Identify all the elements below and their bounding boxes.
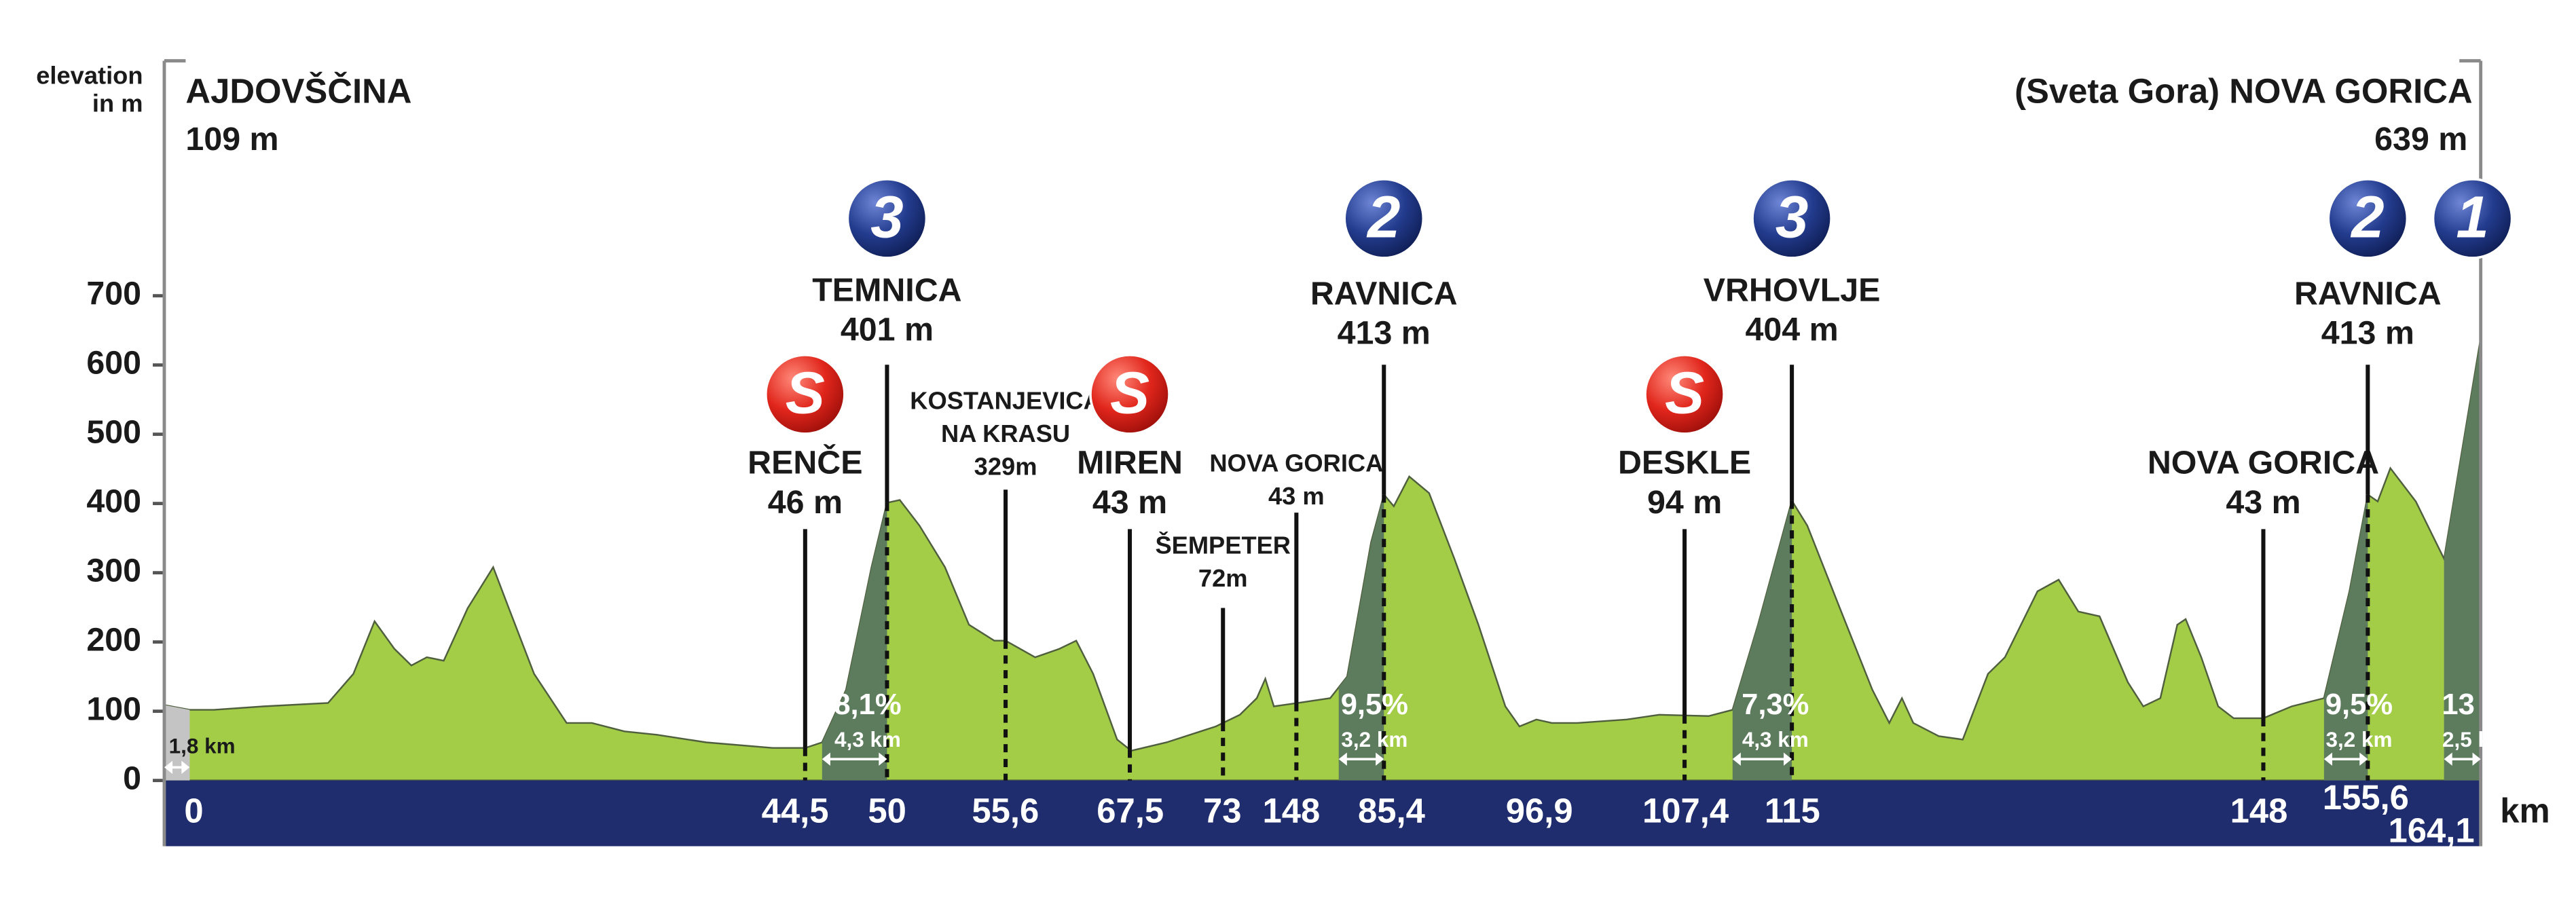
icon-label: S: [786, 360, 825, 426]
km-label: 164,1: [2389, 811, 2475, 850]
y-tick-label: 100: [86, 690, 141, 727]
finish-elevation: 639 m: [2374, 121, 2467, 158]
neutral-length: 1,8 km: [169, 735, 236, 758]
y-tick-label: 300: [86, 552, 141, 589]
classification-icon: [764, 353, 846, 435]
waypoint-name: RAVNICA: [2294, 275, 2442, 312]
climb-length: 2,5 km: [2442, 728, 2509, 752]
x-unit: km: [2500, 791, 2550, 830]
waypoint-elevation: 413 m: [1338, 315, 1431, 352]
km-label: 148: [1262, 791, 1320, 830]
waypoint-elevation: 72m: [1198, 564, 1248, 592]
waypoint-name: DESKLE: [1618, 445, 1751, 481]
climb-gradient: 8,1%: [834, 688, 901, 721]
y-axis-label: in m: [92, 89, 143, 117]
climb-section: [2444, 337, 2481, 781]
y-tick-label: 500: [86, 413, 141, 450]
y-axis-label: elevation: [36, 61, 143, 89]
y-tick-label: 200: [86, 621, 141, 658]
waypoint-elevation: 404 m: [1746, 312, 1839, 348]
icon-label: 3: [1775, 185, 1808, 251]
waypoint-name: TEMNICA: [812, 272, 961, 309]
km-band: [164, 780, 2481, 847]
climb-arrow-head: [2444, 752, 2481, 766]
elevation-profile: [163, 337, 2482, 781]
km-label: 0: [184, 791, 203, 830]
y-tick-label: 400: [86, 483, 141, 519]
waypoint-name: NA KRASU: [941, 420, 1070, 447]
waypoint-name: KOSTANJEVICA: [910, 387, 1101, 415]
km-label: 107,4: [1642, 791, 1729, 830]
climb-length: 3,2 km: [2326, 728, 2393, 752]
waypoint-elevation: 401 m: [841, 312, 934, 348]
climb-section: [822, 502, 887, 781]
classification-icon: [1644, 353, 1725, 435]
km-label: 96,9: [1506, 791, 1573, 830]
y-tick-label: 0: [123, 760, 141, 796]
classification-icon: [1751, 177, 1833, 259]
icon-label: S: [1665, 360, 1704, 426]
km-label: 73: [1203, 791, 1242, 830]
classification-icon: [2327, 177, 2409, 259]
y-tick-label: 600: [86, 344, 141, 381]
waypoint-elevation: 94 m: [1647, 484, 1722, 521]
classification-icon: [1089, 353, 1171, 435]
y-tick-label: 700: [86, 275, 141, 312]
climb-section: [1338, 494, 1384, 781]
climb-gradient: 7,3%: [1742, 688, 1809, 721]
icon-label: 2: [1366, 185, 1400, 251]
km-label: 50: [868, 791, 906, 830]
km-label: 85,4: [1358, 791, 1425, 830]
waypoint-name: MIREN: [1077, 445, 1183, 481]
waypoint-name: RAVNICA: [1310, 275, 1458, 312]
climb-section: [2323, 494, 2368, 781]
neutral-arrow-head: [164, 760, 190, 774]
waypoint-elevation: 413 m: [2321, 315, 2414, 352]
waypoint-name: RENČE: [748, 444, 862, 481]
icon-label: 2: [2350, 185, 2384, 251]
waypoint-elevation: 43 m: [2226, 484, 2300, 521]
classification-icon: [1343, 177, 1425, 259]
climb-section: [1732, 500, 1792, 781]
waypoint-name: VRHOVLJE: [1704, 272, 1881, 309]
waypoint-name: NOVA GORICA: [1209, 449, 1383, 477]
icon-label: 1: [2456, 185, 2488, 251]
km-label: 148: [2230, 791, 2288, 830]
start-elevation: 109 m: [185, 121, 278, 158]
icon-label: S: [1110, 360, 1149, 426]
km-label: 67,5: [1097, 791, 1164, 830]
waypoint-elevation: 329m: [974, 452, 1037, 480]
climb-gradient: 13 %: [2442, 688, 2509, 721]
climb-gradient: 9,5%: [1341, 688, 1408, 721]
climb-gradient: 9,5%: [2325, 688, 2393, 721]
classification-icon: [2431, 177, 2514, 259]
finish-name: (Sveta Gora) NOVA GORICA: [2014, 71, 2472, 110]
classification-icon: [846, 177, 928, 259]
km-label: 55,6: [972, 791, 1039, 830]
waypoint-name: ŠEMPETER: [1155, 531, 1291, 559]
waypoint-elevation: 46 m: [768, 484, 843, 521]
climb-length: 4,3 km: [834, 728, 901, 752]
waypoint-name: NOVA GORICA: [2148, 445, 2379, 481]
climb-length: 3,2 km: [1341, 728, 1407, 752]
icon-label: 3: [870, 185, 903, 251]
start-name: AJDOVŠČINA: [185, 71, 411, 110]
km-label: 115: [1765, 791, 1820, 830]
waypoint-elevation: 43 m: [1092, 484, 1167, 521]
waypoint-elevation: 43 m: [1268, 482, 1325, 510]
km-label: 44,5: [762, 791, 829, 830]
km-label: 155,6: [2323, 778, 2409, 817]
climb-length: 4,3 km: [1742, 728, 1809, 752]
neutral-section: [164, 705, 190, 781]
